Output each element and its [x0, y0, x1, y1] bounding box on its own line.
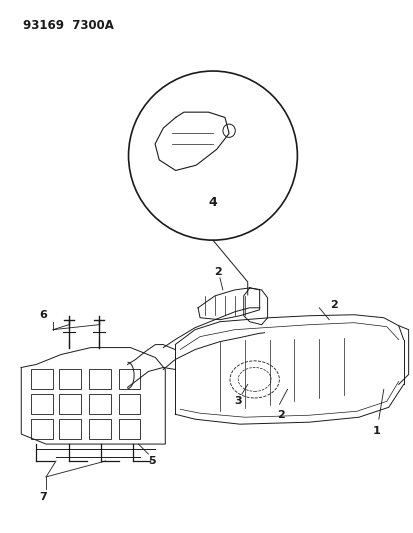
Text: 93169  7300A: 93169 7300A — [23, 19, 114, 33]
Text: 1: 1 — [372, 426, 380, 436]
Text: 4: 4 — [208, 196, 217, 208]
Text: 7: 7 — [39, 492, 47, 502]
Text: 6: 6 — [39, 310, 47, 320]
Text: 2: 2 — [214, 267, 221, 277]
Text: 2: 2 — [277, 410, 285, 420]
Text: 5: 5 — [148, 456, 156, 466]
Text: 3: 3 — [233, 397, 241, 406]
Text: 2: 2 — [330, 300, 337, 310]
